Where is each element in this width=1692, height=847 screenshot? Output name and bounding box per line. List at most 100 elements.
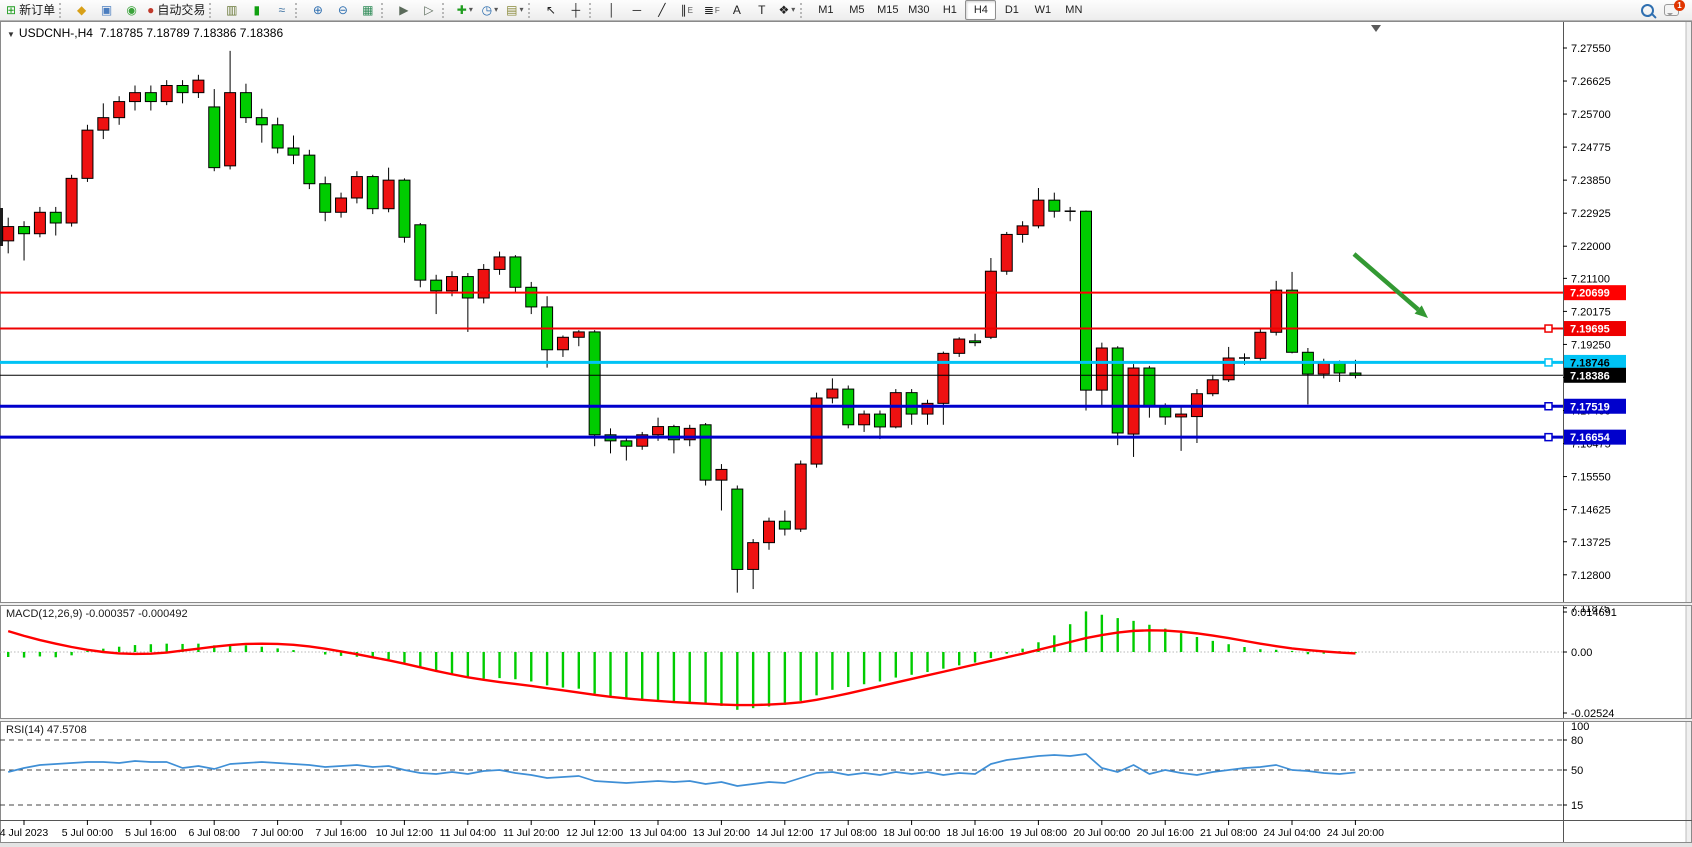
chevron-down-icon: ▾ [519, 5, 524, 14]
tile-windows-button[interactable]: ▦ [355, 0, 380, 20]
new-order-button[interactable]: ⊞ 新订单 [3, 0, 58, 20]
candle-body [2, 226, 15, 242]
trend-arrow-annotation[interactable] [1352, 252, 1428, 318]
candlestick-chart-button[interactable]: ▮ [244, 0, 269, 20]
candle-body [176, 85, 189, 94]
fibonacci-icon: ≣ [703, 3, 714, 17]
timeframe-button-h1[interactable]: H1 [942, 4, 957, 16]
timeframe-button-w1[interactable]: W1 [1034, 4, 1052, 16]
magnifier-icon[interactable] [1641, 3, 1654, 17]
toolbar-separator [589, 2, 596, 18]
fibonacci-icon-suffix: F [714, 6, 720, 15]
candle-body [192, 79, 205, 94]
text-button[interactable]: A [724, 0, 749, 20]
right-scroll-strip[interactable] [1686, 22, 1692, 842]
timeframe-button-d1[interactable]: D1 [1004, 4, 1019, 16]
bar-chart-button[interactable]: ▥ [219, 0, 244, 20]
time-axis-label: 18 Jul 16:00 [946, 827, 1003, 839]
candle-doji [1064, 210, 1076, 212]
candle-body [1317, 362, 1330, 375]
cursor-button[interactable]: ↖ [538, 0, 563, 20]
hline-handle[interactable] [1544, 324, 1553, 333]
cursor-arrow-icon: ↖ [545, 3, 556, 17]
arrows-button[interactable]: ❖ ▾ [774, 0, 799, 20]
time-axis-label: 4 Jul 2023 [0, 827, 48, 839]
price-axis[interactable]: 7.27550 7.26625 7.25700 7.24775 7.23850 7.229… [1563, 22, 1626, 842]
hline-handle[interactable] [1544, 432, 1553, 442]
periods-button[interactable]: ◷ ▾ [477, 0, 502, 20]
panel-separator[interactable] [0, 602, 1692, 606]
timeframe-button-m5[interactable]: M5 [849, 4, 865, 16]
price-axis-label: 7.13725 [1571, 537, 1611, 549]
time-axis[interactable]: 4 Jul 2023 5 Jul 00:00 5 Jul 16:00 6 Jul 08… [0, 820, 1692, 839]
candle-body [430, 279, 443, 292]
candle-body [493, 256, 506, 270]
timeframe-button-m30[interactable]: M30 [908, 4, 930, 16]
candle-body [144, 92, 157, 103]
zoom-out-button[interactable]: ⊖ [330, 0, 355, 20]
timeframe-button-m15[interactable]: M15 [877, 4, 899, 16]
auto-scroll-button[interactable]: ▶ [391, 0, 416, 20]
candle-body [763, 520, 775, 544]
toolbar-separator [381, 2, 388, 18]
fibonacci-button[interactable]: ≣ F [699, 0, 724, 20]
hline-handle[interactable] [1544, 402, 1553, 411]
horizontal-lines[interactable] [0, 291, 1563, 442]
trendline-button[interactable]: ╱ [649, 0, 674, 20]
channel-icon: ∥ [680, 3, 687, 17]
templates-button[interactable]: ▤ ▾ [502, 0, 527, 20]
market-watch-button[interactable]: ▣ [94, 0, 119, 20]
clock-icon: ◷ [481, 3, 493, 17]
chart-background [0, 21, 1692, 847]
toolbar-separator [295, 2, 302, 18]
candle-body [1080, 210, 1092, 391]
price-panel[interactable] [0, 50, 1563, 593]
zoom-in-button[interactable]: ⊕ [305, 0, 330, 20]
candle-body [1032, 199, 1045, 227]
candle-body [921, 402, 934, 415]
time-axis-label: 19 Jul 08:00 [1010, 827, 1067, 839]
main-toolbar: ⊞ 新订单 ◆ ▣ ◉ ● 自动交易 ▥ ▮ ≈ ⊕ ⊖ ▦ ▶ ▷ ✚ ▾ ◷ ▾ ▤ ▾ ↖ ┼ │ ─ ╱ ∥ E ≣ F A T ❖ ▾ M… [0, 0, 1692, 21]
time-axis-label: 5 Jul 00:00 [62, 827, 114, 839]
autotrading-button[interactable]: ● 自动交易 [144, 0, 208, 20]
rsi-axis-label: 50 [1571, 765, 1583, 777]
indicators-button[interactable]: ✚ ▾ [452, 0, 477, 20]
macd-panel[interactable] [0, 611, 1563, 710]
candle-body [858, 413, 871, 426]
horizontal-line-button[interactable]: ─ [624, 0, 649, 20]
timeframe-button-mn[interactable]: MN [1065, 4, 1083, 16]
time-axis-label: 24 Jul 04:00 [1263, 827, 1320, 839]
price-axis-label: 7.23850 [1571, 175, 1611, 187]
price-badge-label: 7.16654 [1570, 432, 1611, 444]
panel-separator[interactable] [0, 718, 1692, 722]
signals-button[interactable]: ◉ [119, 0, 144, 20]
chart-shift-marker-icon[interactable] [1371, 25, 1381, 32]
chat-bubble-icon[interactable]: 1 [1664, 0, 1685, 16]
label-button[interactable]: T [749, 0, 774, 20]
rsi-panel[interactable] [0, 739, 1563, 806]
candle-body [1016, 225, 1029, 235]
chart-shift-button[interactable]: ▷ [416, 0, 441, 20]
chevron-down-icon: ▾ [494, 5, 499, 14]
chevron-down-icon: ▾ [791, 5, 796, 14]
channel-button[interactable]: ∥ E [674, 0, 699, 20]
arrows-shapes-icon: ❖ [778, 3, 790, 17]
candle-body [652, 426, 665, 436]
candle-body [65, 177, 78, 224]
candle-body [1111, 347, 1124, 434]
crosshair-button[interactable]: ┼ [563, 0, 588, 20]
candle-body [826, 388, 839, 399]
hline-handle[interactable] [1544, 358, 1553, 367]
candle-body [572, 331, 585, 338]
ohlc-bars-icon: ▥ [226, 3, 238, 17]
deposit-button[interactable]: ◆ [69, 0, 94, 20]
candlestick-icon: ▮ [253, 3, 261, 17]
timeframe-button-m1[interactable]: M1 [818, 4, 834, 16]
rsi-axis-label: 100 [1571, 721, 1589, 733]
vertical-line-button[interactable]: │ [599, 0, 624, 20]
timeframe-button-h4[interactable]: H4 [965, 0, 997, 20]
chart-collapse-icon[interactable]: ▼ [7, 30, 15, 39]
price-axis-label: 7.24775 [1571, 142, 1611, 154]
line-chart-button[interactable]: ≈ [269, 0, 294, 20]
